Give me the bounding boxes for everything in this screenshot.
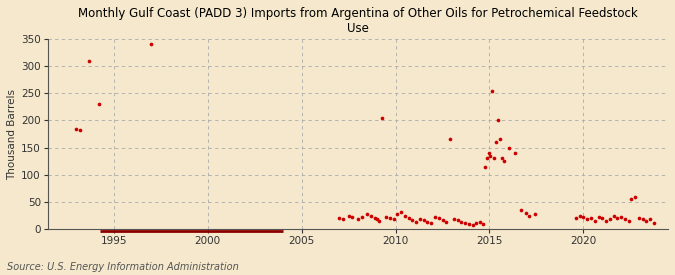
Point — [373, 219, 384, 223]
Point — [645, 217, 655, 222]
Point — [418, 218, 429, 223]
Y-axis label: Thousand Barrels: Thousand Barrels — [7, 89, 17, 180]
Point — [452, 218, 463, 223]
Point — [333, 216, 344, 221]
Point — [388, 217, 399, 222]
Point — [574, 213, 585, 218]
Point — [93, 102, 104, 106]
Point — [84, 58, 95, 63]
Point — [371, 217, 382, 222]
Point — [487, 88, 497, 93]
Point — [515, 208, 526, 212]
Text: Source: U.S. Energy Information Administration: Source: U.S. Energy Information Administ… — [7, 262, 238, 272]
Point — [71, 126, 82, 131]
Point — [510, 151, 520, 155]
Point — [464, 222, 475, 226]
Point — [529, 212, 540, 216]
Point — [433, 216, 444, 221]
Point — [637, 217, 648, 222]
Point — [74, 127, 85, 132]
Point — [586, 216, 597, 221]
Point — [422, 219, 433, 224]
Point — [620, 217, 630, 222]
Point — [649, 220, 659, 225]
Point — [589, 219, 600, 223]
Point — [352, 217, 363, 222]
Point — [429, 215, 440, 219]
Point — [385, 216, 396, 221]
Point — [471, 221, 482, 225]
Point — [489, 156, 500, 161]
Point — [338, 217, 348, 222]
Point — [630, 194, 641, 199]
Point — [623, 219, 634, 223]
Point — [467, 223, 478, 227]
Point — [483, 151, 494, 155]
Point — [641, 219, 652, 223]
Point — [456, 219, 466, 224]
Point — [445, 137, 456, 142]
Point — [634, 216, 645, 221]
Point — [369, 216, 380, 221]
Point — [570, 216, 581, 221]
Point — [494, 137, 505, 142]
Point — [441, 219, 452, 224]
Point — [407, 218, 418, 223]
Point — [491, 140, 502, 144]
Point — [616, 215, 626, 219]
Point — [597, 216, 608, 221]
Point — [520, 211, 531, 215]
Point — [403, 216, 414, 221]
Point — [608, 213, 619, 218]
Point — [146, 42, 157, 46]
Point — [626, 197, 637, 201]
Point — [481, 156, 492, 161]
Point — [601, 219, 612, 223]
Point — [414, 217, 425, 222]
Point — [604, 217, 615, 222]
Point — [460, 221, 470, 225]
Point — [377, 116, 387, 120]
Point — [524, 213, 535, 218]
Point — [475, 219, 485, 224]
Title: Monthly Gulf Coast (PADD 3) Imports from Argentina of Other Oils for Petrochemic: Monthly Gulf Coast (PADD 3) Imports from… — [78, 7, 638, 35]
Point — [381, 215, 392, 219]
Point — [485, 153, 496, 158]
Point — [396, 210, 406, 214]
Point — [426, 221, 437, 225]
Point — [493, 118, 504, 123]
Point — [411, 219, 422, 224]
Point — [479, 164, 490, 169]
Point — [343, 213, 354, 218]
Point — [498, 159, 509, 163]
Point — [347, 215, 358, 219]
Point — [504, 145, 514, 150]
Point — [437, 218, 448, 223]
Point — [362, 212, 373, 216]
Point — [612, 216, 623, 221]
Point — [400, 213, 410, 218]
Point — [578, 215, 589, 219]
Point — [582, 217, 593, 222]
Point — [496, 156, 507, 161]
Point — [477, 222, 488, 226]
Point — [366, 213, 377, 218]
Point — [593, 215, 604, 219]
Point — [392, 212, 403, 216]
Point — [448, 217, 459, 222]
Point — [356, 215, 367, 219]
